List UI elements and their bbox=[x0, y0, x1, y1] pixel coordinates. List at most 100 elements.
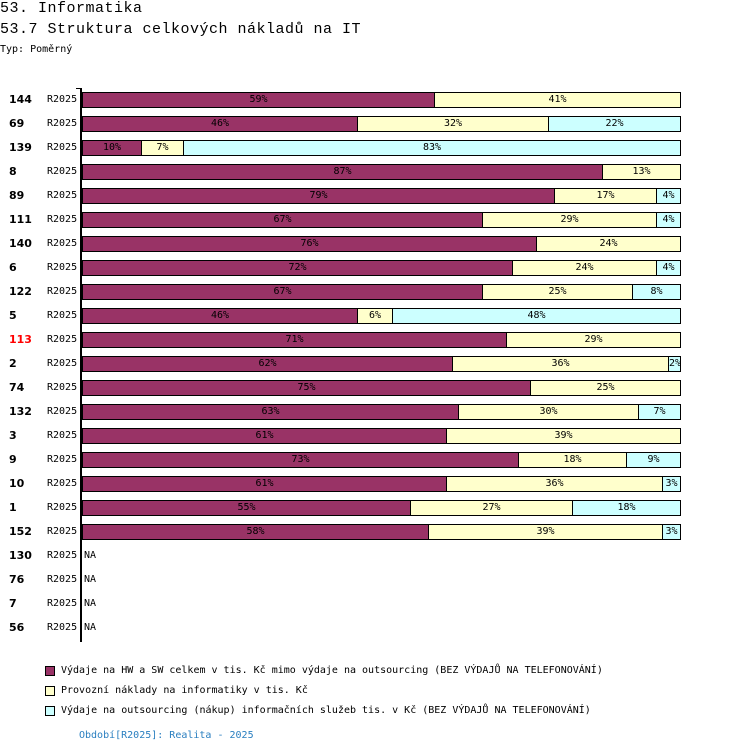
bar-segment-outsourcing: 48% bbox=[393, 308, 681, 324]
bar-segment-provozni: 41% bbox=[435, 92, 681, 108]
row-period: R2025 bbox=[47, 454, 78, 465]
stacked-bar: 63% 30% 7% bbox=[82, 404, 681, 420]
legend-swatch bbox=[45, 685, 55, 696]
chart-row: 2 R2025 62% 36% 2% bbox=[0, 352, 750, 376]
chart-row: 152 R2025 58% 39% 3% bbox=[0, 520, 750, 544]
row-id: 152 bbox=[9, 525, 32, 538]
bar-segment-outsourcing: 18% bbox=[573, 500, 681, 516]
row-period: R2025 bbox=[47, 430, 78, 441]
bar-segment-outsourcing: 8% bbox=[633, 284, 681, 300]
bar-segment-provozni: 36% bbox=[453, 356, 669, 372]
row-period: R2025 bbox=[47, 190, 78, 201]
row-id: 111 bbox=[9, 213, 32, 226]
legend-swatch bbox=[45, 705, 55, 716]
row-id: 140 bbox=[9, 237, 32, 250]
row-period: R2025 bbox=[47, 574, 78, 585]
row-period: R2025 bbox=[47, 526, 78, 537]
row-period: R2025 bbox=[47, 502, 78, 513]
stacked-bar: 61% 39% bbox=[82, 428, 681, 444]
na-label: NA bbox=[84, 574, 97, 585]
bar-segment-hw-sw: 73% bbox=[82, 452, 519, 468]
row-id: 1 bbox=[9, 501, 17, 514]
chart-row: 111 R2025 67% 29% 4% bbox=[0, 208, 750, 232]
bar-segment-provozni: 36% bbox=[447, 476, 663, 492]
chart-row: 113 R2025 71% 29% bbox=[0, 328, 750, 352]
row-id: 3 bbox=[9, 429, 17, 442]
bar-segment-hw-sw: 46% bbox=[82, 308, 358, 324]
chart-row: 69 R2025 46% 32% 22% bbox=[0, 112, 750, 136]
chart-row: 6 R2025 72% 24% 4% bbox=[0, 256, 750, 280]
row-period: R2025 bbox=[47, 214, 78, 225]
chart-row: 89 R2025 79% 17% 4% bbox=[0, 184, 750, 208]
bar-segment-hw-sw: 76% bbox=[82, 236, 537, 252]
na-label: NA bbox=[84, 550, 97, 561]
row-id: 5 bbox=[9, 309, 17, 322]
bar-segment-provozni: 25% bbox=[483, 284, 633, 300]
bar-segment-hw-sw: 87% bbox=[82, 164, 603, 180]
bar-segment-hw-sw: 72% bbox=[82, 260, 513, 276]
row-id: 69 bbox=[9, 117, 25, 130]
bar-segment-provozni: 13% bbox=[603, 164, 681, 180]
bar-segment-provozni: 24% bbox=[537, 236, 681, 252]
legend-swatch bbox=[45, 665, 55, 676]
row-id: 7 bbox=[9, 597, 17, 610]
bar-segment-hw-sw: 46% bbox=[82, 116, 358, 132]
chart-row: 7 R2025 NA bbox=[0, 592, 750, 616]
stacked-bar: 75% 25% bbox=[82, 380, 681, 396]
row-period: R2025 bbox=[47, 382, 78, 393]
stacked-bar: 79% 17% 4% bbox=[82, 188, 681, 204]
chart-row: 139 R2025 10% 7% 83% bbox=[0, 136, 750, 160]
chart-row: 56 R2025 NA bbox=[0, 616, 750, 640]
bar-segment-provozni: 27% bbox=[411, 500, 573, 516]
row-id: 113 bbox=[9, 333, 32, 346]
stacked-bar: 61% 36% 3% bbox=[82, 476, 681, 492]
chart-row: 140 R2025 76% 24% bbox=[0, 232, 750, 256]
chart-row: 130 R2025 NA bbox=[0, 544, 750, 568]
stacked-bar: 87% 13% bbox=[82, 164, 681, 180]
chart-row: 9 R2025 73% 18% 9% bbox=[0, 448, 750, 472]
row-period: R2025 bbox=[47, 286, 78, 297]
bar-segment-hw-sw: 62% bbox=[82, 356, 453, 372]
period-footer: Období[R2025]: Realita - 2025 bbox=[79, 730, 254, 741]
chart-row: 122 R2025 67% 25% 8% bbox=[0, 280, 750, 304]
chart-row: 8 R2025 87% 13% bbox=[0, 160, 750, 184]
bar-segment-provozni: 25% bbox=[531, 380, 681, 396]
chart-row: 5 R2025 46% 6% 48% bbox=[0, 304, 750, 328]
bar-segment-provozni: 39% bbox=[447, 428, 681, 444]
stacked-bar: 46% 32% 22% bbox=[82, 116, 681, 132]
bar-segment-outsourcing: 7% bbox=[639, 404, 681, 420]
bar-segment-outsourcing: 22% bbox=[549, 116, 681, 132]
bar-segment-provozni: 32% bbox=[358, 116, 549, 132]
bar-segment-outsourcing: 9% bbox=[627, 452, 681, 468]
row-period: R2025 bbox=[47, 94, 78, 105]
bar-segment-provozni: 29% bbox=[483, 212, 657, 228]
bar-segment-hw-sw: 61% bbox=[82, 476, 447, 492]
bar-segment-outsourcing: 4% bbox=[657, 212, 681, 228]
na-label: NA bbox=[84, 622, 97, 633]
y-axis-line bbox=[80, 88, 82, 642]
bar-segment-outsourcing: 2% bbox=[669, 356, 681, 372]
bar-segment-provozni: 39% bbox=[429, 524, 663, 540]
section-title: 53. Informatika bbox=[0, 0, 143, 17]
bar-segment-outsourcing: 3% bbox=[663, 524, 681, 540]
row-period: R2025 bbox=[47, 358, 78, 369]
chart-type: Typ: Poměrný bbox=[0, 44, 73, 55]
axis-tick bbox=[76, 88, 81, 89]
stacked-bar: 58% 39% 3% bbox=[82, 524, 681, 540]
bar-segment-outsourcing: 4% bbox=[657, 188, 681, 204]
stacked-bar: 62% 36% 2% bbox=[82, 356, 681, 372]
bar-segment-hw-sw: 63% bbox=[82, 404, 459, 420]
na-label: NA bbox=[84, 598, 97, 609]
bar-segment-hw-sw: 67% bbox=[82, 284, 483, 300]
chart-row: 3 R2025 61% 39% bbox=[0, 424, 750, 448]
row-id: 10 bbox=[9, 477, 25, 490]
row-period: R2025 bbox=[47, 478, 78, 489]
row-period: R2025 bbox=[47, 166, 78, 177]
stacked-bar: 72% 24% 4% bbox=[82, 260, 681, 276]
row-period: R2025 bbox=[47, 262, 78, 273]
chart-title: 53.7 Struktura celkových nákladů na IT bbox=[0, 21, 362, 38]
row-id: 89 bbox=[9, 189, 25, 202]
row-id: 144 bbox=[9, 93, 32, 106]
row-period: R2025 bbox=[47, 142, 78, 153]
row-id: 74 bbox=[9, 381, 25, 394]
